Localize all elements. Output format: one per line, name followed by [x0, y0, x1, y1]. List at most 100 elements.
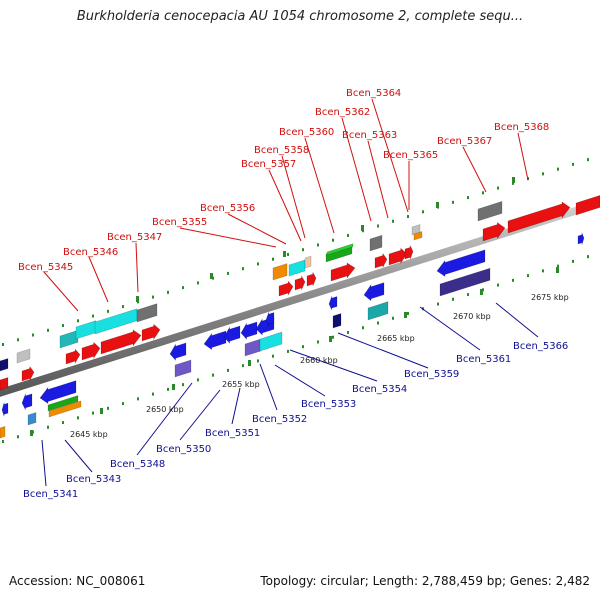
tick-dot	[2, 343, 4, 346]
gene-label[interactable]: Bcen_5353	[301, 399, 356, 410]
gene-label[interactable]: Bcen_5354	[352, 384, 407, 395]
gene-label[interactable]: Bcen_5345	[18, 262, 73, 273]
gene-feature[interactable]	[388, 247, 408, 266]
gene-label[interactable]: Bcen_5365	[383, 150, 438, 161]
gene-feature[interactable]	[577, 232, 585, 245]
tick-dot	[92, 411, 94, 415]
gene-feature[interactable]	[404, 245, 414, 260]
gene-feature[interactable]	[369, 234, 383, 252]
tick-dot	[437, 302, 439, 306]
gene-feature[interactable]	[169, 342, 187, 362]
tick-label-2655: 2655 kbp	[222, 380, 260, 389]
tick-dot	[122, 402, 124, 406]
gene-label[interactable]: Bcen_5352	[252, 414, 307, 425]
gene-label[interactable]: Bcen_5348	[110, 459, 165, 470]
gene-label[interactable]: Bcen_5343	[66, 474, 121, 485]
gene-label[interactable]: Bcen_5361	[456, 354, 511, 365]
gene-label[interactable]: Bcen_5355	[152, 217, 207, 228]
gene-label[interactable]: Bcen_5347	[107, 232, 162, 243]
gene-label[interactable]: Bcen_5356	[200, 203, 255, 214]
gene-feature[interactable]	[75, 320, 97, 340]
gene-feature[interactable]	[326, 243, 354, 256]
gene-label[interactable]: Bcen_5359	[404, 369, 459, 380]
gene-feature[interactable]	[288, 259, 306, 277]
gene-feature[interactable]	[304, 255, 312, 269]
tick-major	[556, 267, 559, 273]
gene-feature[interactable]	[27, 412, 37, 426]
leader-line	[43, 271, 79, 312]
gene-feature[interactable]	[21, 365, 35, 382]
gene-feature[interactable]	[59, 329, 79, 349]
gene-feature[interactable]	[306, 272, 317, 287]
gene-labels-forward: Bcen_5345 Bcen_5346 Bcen_5347 Bcen_5355 …	[18, 88, 549, 273]
gene-label[interactable]: Bcen_5346	[63, 247, 118, 258]
gene-feature[interactable]	[507, 201, 571, 234]
tick-dot	[92, 314, 94, 318]
gene-feature[interactable]	[259, 331, 283, 352]
gene-feature[interactable]	[48, 400, 82, 418]
gene-feature[interactable]	[94, 308, 138, 335]
gene-feature[interactable]	[374, 252, 388, 269]
gene-label[interactable]: Bcen_5366	[513, 341, 568, 352]
gene-feature[interactable]	[0, 426, 6, 439]
gene-feature[interactable]	[328, 296, 338, 311]
gene-feature[interactable]	[482, 221, 506, 242]
gene-feature[interactable]	[240, 321, 258, 341]
gene-label[interactable]: Bcen_5341	[23, 489, 78, 500]
gene-features[interactable]	[0, 195, 600, 439]
gene-feature[interactable]	[21, 393, 33, 411]
gene-feature[interactable]	[244, 338, 262, 357]
gene-feature[interactable]	[278, 280, 294, 297]
gene-feature[interactable]	[141, 323, 161, 342]
gene-label[interactable]: Bcen_5362	[315, 107, 370, 118]
gene-label[interactable]: Bcen_5368	[494, 122, 549, 133]
tick-dot	[17, 338, 19, 342]
gene-label[interactable]: Bcen_5364	[346, 88, 401, 99]
gene-feature[interactable]	[203, 330, 227, 351]
gene-feature[interactable]	[174, 359, 192, 378]
tick-dot	[182, 383, 184, 387]
gene-feature[interactable]	[294, 274, 306, 291]
gene-feature[interactable]	[363, 282, 385, 302]
gene-feature[interactable]	[65, 348, 81, 365]
leader-line	[341, 117, 372, 222]
tick-dot	[557, 264, 559, 268]
gene-label[interactable]: Bcen_5360	[279, 127, 334, 138]
gene-feature[interactable]	[272, 263, 288, 281]
tick-dot	[77, 416, 79, 420]
gene-feature[interactable]	[367, 301, 389, 321]
gene-feature[interactable]	[100, 329, 142, 355]
gene-feature[interactable]	[413, 231, 423, 241]
leader-line	[41, 439, 47, 487]
sequence-backbone	[0, 199, 600, 397]
gene-label[interactable]: Bcen_5358	[254, 145, 309, 156]
gene-label[interactable]: Bcen_5367	[437, 136, 492, 147]
gene-feature[interactable]	[136, 303, 158, 323]
tick-dot	[107, 406, 109, 410]
gene-feature[interactable]	[330, 262, 356, 282]
gene-feature[interactable]	[16, 348, 31, 364]
tick-major	[100, 408, 103, 414]
gene-feature[interactable]	[575, 195, 600, 216]
gene-label[interactable]: Bcen_5350	[156, 444, 211, 455]
gene-feature[interactable]	[439, 267, 491, 297]
gene-label[interactable]: Bcen_5363	[342, 130, 397, 141]
gene-feature[interactable]	[47, 395, 79, 412]
gene-feature[interactable]	[223, 325, 241, 345]
gene-feature[interactable]	[0, 358, 9, 372]
gene-label[interactable]: Bcen_5351	[205, 428, 260, 439]
gene-feature[interactable]	[477, 201, 503, 222]
gene-feature[interactable]	[0, 377, 9, 391]
tick-dot	[527, 274, 529, 278]
gene-feature[interactable]	[39, 380, 77, 405]
gene-feature[interactable]	[332, 313, 342, 329]
gene-feature[interactable]	[81, 341, 101, 361]
gene-label[interactable]: Bcen_5357	[241, 159, 296, 170]
gene-feature[interactable]	[265, 312, 275, 327]
tick-dot	[2, 440, 4, 443]
tick-dot	[242, 364, 244, 368]
tick-dot	[572, 162, 574, 166]
tick-dot	[452, 297, 454, 301]
gene-feature[interactable]	[436, 249, 486, 278]
gene-feature[interactable]	[1, 402, 9, 417]
